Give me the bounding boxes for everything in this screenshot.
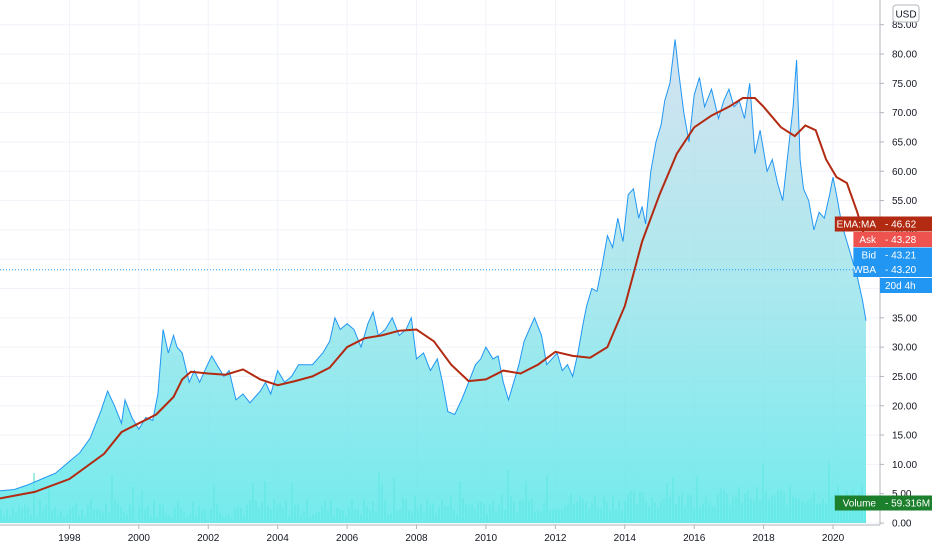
value-label-value: - 59.316M [885, 499, 930, 510]
value-label-value: 20d 4h [885, 281, 916, 292]
y-tick-label: 30.00 [892, 343, 917, 354]
value-label-name-bg [853, 262, 880, 277]
value-label-name: EMA:MA [837, 220, 877, 231]
value-label-name-bg [834, 495, 880, 511]
y-tick-label: 0.00 [892, 519, 912, 530]
value-label-value-bg [880, 278, 932, 293]
value-label-name-bg [853, 247, 880, 263]
y-tick-label: 5.00 [892, 489, 912, 500]
currency-label: USD [895, 10, 916, 21]
x-tick-label: 2006 [336, 533, 359, 544]
currency-badge[interactable]: USD [892, 4, 920, 23]
x-tick-label: 2016 [683, 533, 706, 544]
value-label-name-bg [853, 232, 880, 247]
value-label-name: Volume [843, 499, 877, 510]
value-label-ema-ma: EMA:MA - 46.62 [834, 216, 932, 232]
y-tick-label: 10.00 [892, 460, 917, 471]
value-label-name-bg [834, 216, 880, 232]
x-tick-label: 2008 [405, 533, 428, 544]
y-tick-label: 85.00 [892, 20, 917, 31]
value-label-ask: Ask - 43.28 [853, 232, 932, 247]
value-label-name: Ask [859, 235, 877, 246]
value-label-value: - 46.62 [885, 220, 917, 231]
value-labels: EMA:MA - 46.62 Ask - 43.28 Bid - 43.21 WBA - 43… [834, 216, 932, 511]
y-tick-label: 60.00 [892, 167, 917, 178]
x-tick-label: 2010 [475, 533, 498, 544]
y-tick-label: 35.00 [892, 313, 917, 324]
y-tick-label: 75.00 [892, 79, 917, 90]
value-label-value-bg [880, 232, 932, 247]
y-tick-label: 65.00 [892, 137, 917, 148]
y-tick-label: 15.00 [892, 431, 917, 442]
x-tick-label: 2004 [267, 533, 290, 544]
x-tick-label: 2020 [822, 533, 845, 544]
value-label-value: - 43.21 [885, 251, 917, 262]
x-tick-label: 2002 [197, 533, 220, 544]
value-label-wba: WBA - 43.20 [853, 262, 932, 277]
value-label-name: Bid [862, 251, 876, 262]
value-label-value-bg [880, 247, 932, 263]
value-label-value-bg [880, 495, 932, 511]
y-tick-label: 20.00 [892, 401, 917, 412]
value-label-name: WBA [853, 265, 876, 276]
x-tick-label: 2018 [752, 533, 775, 544]
y-tick-label: 25.00 [892, 372, 917, 383]
y-tick-label: 80.00 [892, 50, 917, 61]
x-tick-label: 1998 [58, 533, 81, 544]
y-tick-label: 55.00 [892, 196, 917, 207]
price-area-fill [0, 39, 866, 524]
price-area [0, 39, 867, 524]
value-label-value-bg [880, 216, 932, 232]
ema-line [0, 97, 880, 500]
value-label-bid: Bid - 43.21 [853, 247, 932, 263]
value-label-value: - 43.20 [885, 265, 917, 276]
x-tick-label: 2012 [544, 533, 567, 544]
x-tick-label: 2014 [614, 533, 637, 544]
price-line [0, 39, 867, 492]
x-tick-label: 2000 [128, 533, 151, 544]
ema-ma-line [0, 97, 867, 500]
value-label-countdown: 20d 4h [880, 278, 932, 293]
value-label-value-bg [880, 262, 932, 277]
value-label-value: - 43.28 [885, 235, 917, 246]
y-tick-label: 70.00 [892, 108, 917, 119]
value-label-volume: Volume - 59.316M [834, 495, 932, 511]
